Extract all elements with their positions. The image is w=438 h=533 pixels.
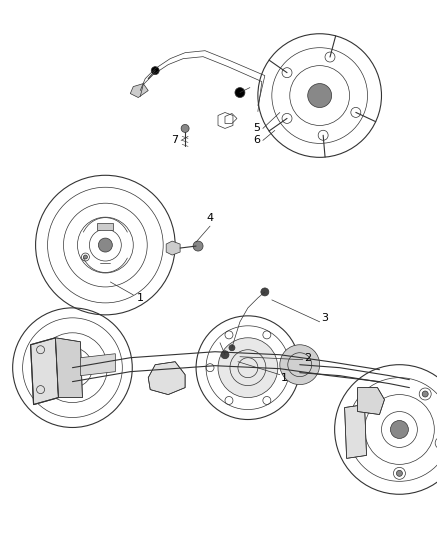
- Text: 6: 6: [253, 135, 260, 146]
- Circle shape: [193, 241, 203, 251]
- Circle shape: [280, 345, 320, 385]
- Text: 1: 1: [137, 293, 144, 303]
- Circle shape: [422, 391, 428, 397]
- Text: 7: 7: [172, 135, 179, 146]
- Polygon shape: [166, 241, 180, 255]
- Circle shape: [235, 87, 245, 98]
- Circle shape: [390, 421, 408, 439]
- Circle shape: [261, 288, 269, 296]
- Circle shape: [221, 351, 229, 359]
- Text: 4: 4: [206, 213, 214, 223]
- Polygon shape: [81, 354, 115, 376]
- Circle shape: [229, 345, 235, 351]
- Circle shape: [151, 67, 159, 75]
- Polygon shape: [31, 338, 59, 405]
- Circle shape: [396, 470, 403, 477]
- Text: 1: 1: [281, 373, 288, 383]
- Text: 2: 2: [304, 353, 311, 363]
- Polygon shape: [345, 405, 367, 458]
- Text: 5: 5: [253, 124, 260, 133]
- Circle shape: [99, 238, 112, 252]
- Text: 3: 3: [321, 313, 328, 323]
- Polygon shape: [148, 362, 185, 394]
- Polygon shape: [357, 387, 385, 415]
- Circle shape: [371, 391, 377, 397]
- Circle shape: [218, 338, 278, 398]
- Polygon shape: [56, 338, 82, 398]
- Polygon shape: [97, 223, 113, 230]
- Polygon shape: [130, 84, 148, 98]
- Circle shape: [308, 84, 332, 108]
- Circle shape: [355, 440, 361, 446]
- Circle shape: [181, 124, 189, 132]
- Circle shape: [83, 255, 88, 259]
